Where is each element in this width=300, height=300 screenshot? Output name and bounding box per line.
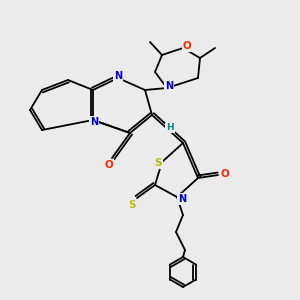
Text: N: N xyxy=(178,194,186,204)
Text: S: S xyxy=(154,158,162,168)
Text: N: N xyxy=(165,81,173,91)
Text: O: O xyxy=(105,160,113,170)
Text: N: N xyxy=(114,71,122,81)
Text: O: O xyxy=(183,41,191,51)
Text: O: O xyxy=(220,169,230,179)
Text: H: H xyxy=(166,124,174,133)
Text: N: N xyxy=(90,117,98,127)
Text: S: S xyxy=(128,200,136,210)
